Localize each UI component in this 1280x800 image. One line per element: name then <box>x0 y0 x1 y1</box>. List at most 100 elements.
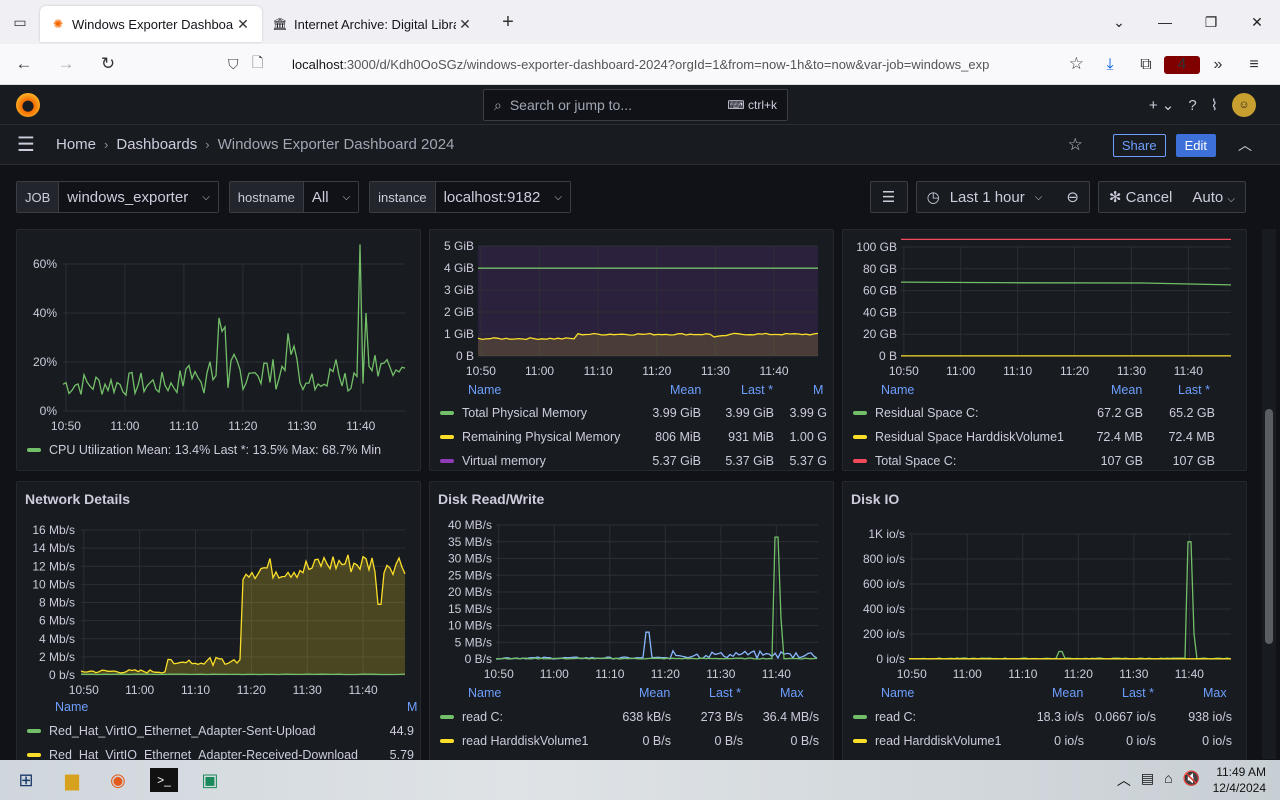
cancel-button[interactable]: ✻ Cancel <box>1108 189 1173 206</box>
downloads-icon[interactable]: ⤓ <box>1106 55 1114 73</box>
volume-muted-icon[interactable]: 🔇 <box>1182 770 1200 786</box>
search-input[interactable]: ⌕ Search or jump to... ⌨ ctrl+k <box>483 89 788 121</box>
tab-internet-archive[interactable]: 🏛 Internet Archive: Digital Library ✕ <box>262 6 484 42</box>
variable-select[interactable]: localhost:9182 ⌵ <box>435 182 570 212</box>
legend-header-name[interactable]: Name <box>468 383 502 397</box>
legend-row[interactable]: read C: <box>853 710 916 724</box>
legend-header-mean[interactable]: Mean <box>1052 686 1084 700</box>
variable-select[interactable]: All ⌵ <box>303 182 359 212</box>
y-tick-label: 60 GB <box>863 284 897 298</box>
legend-header-max[interactable]: Max <box>780 686 804 700</box>
legend-header-last[interactable]: Last * <box>709 686 741 700</box>
share-button[interactable]: Share <box>1112 133 1166 157</box>
panel-disk-io[interactable]: Disk IO 1K io/s 800 io/s 600 io/s 400 io/s 2… <box>842 481 1247 771</box>
app-icon[interactable]: ▣ <box>201 769 219 790</box>
grafana-top-bar: ⌕ Search or jump to... ⌨ ctrl+k + ⌄ ? ⌇ … <box>0 85 1280 125</box>
taskbar-clock[interactable]: 11:49 AM 12/4/2024 <box>1213 764 1266 796</box>
windows-start-icon[interactable]: ⊞ <box>18 769 34 790</box>
legend-item[interactable]: CPU Utilization Mean: 13.4% Last *: 13.5… <box>27 443 381 457</box>
bookmark-star-icon[interactable]: ☆ <box>1068 54 1084 73</box>
panel-title[interactable]: Network Details <box>25 491 131 507</box>
time-range-label: Last 1 hour <box>949 188 1025 206</box>
edit-button[interactable]: Edit <box>1175 133 1216 157</box>
legend-header-name[interactable]: Name <box>881 383 915 397</box>
new-tab-icon[interactable]: + <box>502 10 514 33</box>
close-tab-icon[interactable]: ✕ <box>459 15 471 32</box>
legend-row[interactable]: Residual Space HarddiskVolume1 <box>853 430 1064 444</box>
help-icon[interactable]: ? <box>1188 96 1197 114</box>
panel-network[interactable]: Network Details 16 Mb/s 14 Mb/s 12 Mb/s 10 … <box>16 481 421 771</box>
add-icon[interactable]: + ⌄ <box>1148 97 1175 114</box>
app-menu-icon[interactable]: ≡ <box>1249 55 1259 73</box>
variable-select[interactable]: windows_exporter ⌵ <box>59 182 218 212</box>
legend-row[interactable]: Red_Hat_VirtIO_Ethernet_Adapter-Received… <box>27 748 358 762</box>
legend-row[interactable]: Total Physical Memory <box>440 406 587 420</box>
restore-icon[interactable]: ❐ <box>1204 13 1218 30</box>
legend-row[interactable]: Virtual memory <box>440 454 546 468</box>
legend-row[interactable]: Total Space C: <box>853 454 956 468</box>
legend-value-mean: 0 io/s <box>1054 734 1084 748</box>
legend-header-mean[interactable]: Mean <box>1111 383 1143 397</box>
firefox-icon[interactable]: ◉ <box>110 769 126 790</box>
legend-header-max[interactable]: Max <box>1203 686 1227 700</box>
tray-app-icon[interactable]: ▤ <box>1140 770 1155 786</box>
forward-icon[interactable]: → <box>57 54 75 73</box>
legend-header-last[interactable]: Last * <box>1122 686 1154 700</box>
panel-disk-rw[interactable]: Disk Read/Write 40 MB/s 35 MB/s 30 MB/s 25 … <box>429 481 834 771</box>
breadcrumb-separator-icon: › <box>104 137 109 152</box>
page-scrollbar[interactable] <box>1262 229 1276 759</box>
panel-disk-space[interactable]: 100 GB 80 GB 60 GB 40 GB 20 GB 0 B 10:50 11:00 1… <box>842 229 1247 471</box>
legend-header-mean[interactable]: Mean <box>670 383 702 397</box>
legend-row[interactable]: read HarddiskVolume1 <box>440 734 588 748</box>
back-icon[interactable]: ← <box>15 54 33 73</box>
legend-header-max[interactable]: M <box>407 700 418 714</box>
close-window-icon[interactable]: ✕ <box>1251 13 1263 30</box>
time-range-picker[interactable]: ◷ Last 1 hour ⌵ ⊖ <box>915 181 1090 213</box>
minimize-icon[interactable]: — <box>1158 14 1172 30</box>
url-bar[interactable]: ⛉ 🗋 localhost:3000/d/Kdh0OoSGz/windows-e… <box>228 48 1090 80</box>
legend-row[interactable]: Red_Hat_VirtIO_Ethernet_Adapter-Sent-Upl… <box>27 724 316 738</box>
overflow-chevron-icon[interactable]: » <box>1213 55 1223 73</box>
network-icon[interactable]: ⌂ <box>1164 770 1173 786</box>
legend-row[interactable]: Residual Space C: <box>853 406 979 420</box>
terminal-icon[interactable]: >_ <box>150 768 178 792</box>
file-explorer-icon[interactable]: ▆ <box>65 769 79 790</box>
legend-row[interactable]: read HarddiskVolume1 <box>853 734 1001 748</box>
legend-header-max[interactable]: M <box>813 383 824 397</box>
legend-header-name[interactable]: Name <box>468 686 502 700</box>
favorite-star-icon[interactable]: ☆ <box>1067 135 1083 154</box>
collapse-chevron-icon[interactable]: ︿ <box>1238 137 1252 153</box>
legend-header-last[interactable]: Last * <box>741 383 773 397</box>
news-feed-icon[interactable]: ⌇ <box>1210 97 1218 114</box>
menu-icon[interactable]: ☰ <box>17 134 35 156</box>
tab-grafana[interactable]: ✺ Windows Exporter Dashboard 2 ✕ <box>40 6 262 42</box>
url-text[interactable]: localhost:3000/d/Kdh0OoSGz/windows-expor… <box>292 57 1052 72</box>
legend-row[interactable]: Remaining Physical Memory <box>440 430 620 444</box>
tab-list-icon[interactable]: ▭ <box>13 13 27 30</box>
page-info-icon[interactable]: 🗋 <box>252 54 264 70</box>
view-menu-button[interactable]: ☰ <box>869 181 908 213</box>
panel-title[interactable]: Disk Read/Write <box>438 491 545 507</box>
panel-title[interactable]: Disk IO <box>851 491 900 507</box>
panel-cpu[interactable]: 60% 40% 20% 0% 10:50 11:00 11:10 11:20 11:30 11:4… <box>16 229 421 471</box>
legend-header-name[interactable]: Name <box>881 686 915 700</box>
tab-overflow-icon[interactable]: ⌄ <box>1113 13 1125 30</box>
legend-row[interactable]: read C: <box>440 710 503 724</box>
reload-icon[interactable]: ↻ <box>100 54 116 73</box>
zoom-out-icon[interactable]: ⊖ <box>1066 189 1079 206</box>
legend-header-mean[interactable]: Mean <box>639 686 671 700</box>
refresh-interval-picker[interactable]: Auto ⌵ <box>1192 188 1235 206</box>
legend-header-last[interactable]: Last * <box>1178 383 1210 397</box>
user-avatar[interactable]: ☺ <box>1232 93 1256 117</box>
tray-chevron-icon[interactable]: ︿ <box>1116 772 1131 788</box>
ublock-icon[interactable]: 4 <box>1164 55 1200 74</box>
panel-memory[interactable]: 5 GiB 4 GiB 3 GiB 2 GiB 1 GiB 0 B 10:50 11:00 11… <box>429 229 834 471</box>
breadcrumb-home[interactable]: Home <box>56 136 97 153</box>
extensions-icon[interactable]: ⧉ <box>1140 55 1152 73</box>
breadcrumb-dashboards[interactable]: Dashboards <box>116 136 198 153</box>
legend-header-name[interactable]: Name <box>55 700 89 714</box>
close-tab-icon[interactable]: ✕ <box>237 15 249 32</box>
grafana-logo-icon[interactable] <box>16 93 40 117</box>
tracking-protection-icon[interactable]: ⛉ <box>228 55 239 72</box>
scrollbar-thumb[interactable] <box>1265 409 1273 644</box>
